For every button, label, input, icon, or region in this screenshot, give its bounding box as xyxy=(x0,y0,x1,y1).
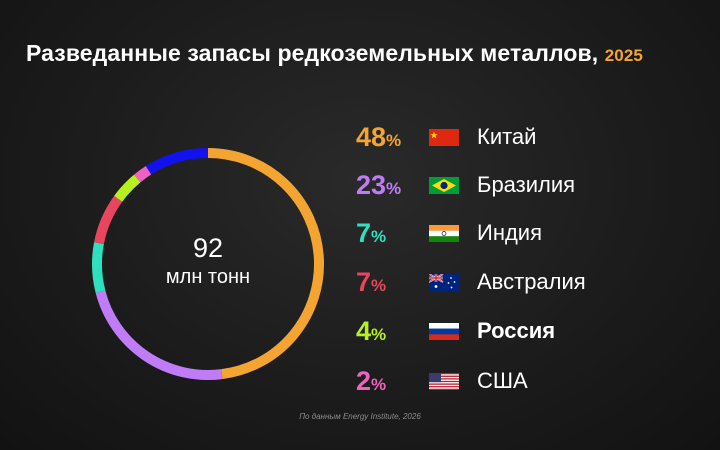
legend-country: Китай xyxy=(477,124,537,149)
legend-country: Бразилия xyxy=(477,172,576,197)
india-flag-icon xyxy=(429,225,459,242)
legend-percent: 7% xyxy=(356,267,387,297)
donut-segment-6 xyxy=(145,148,209,175)
legend-percent: 2% xyxy=(356,366,387,396)
legend-percent: 48% xyxy=(356,122,402,152)
legend-item-india: 7% Индия xyxy=(356,214,656,254)
chart-title: Разведанные запасы редкоземельных металл… xyxy=(26,38,666,71)
legend-item-brazil: 23% Бразилия xyxy=(356,166,656,206)
legend-percent: 4% xyxy=(356,316,387,346)
brazil-flag-icon xyxy=(429,177,459,194)
legend-item-usa: 2% США xyxy=(356,362,656,402)
australia-flag-icon xyxy=(429,274,459,291)
legend-country: Австралия xyxy=(477,269,586,294)
donut-segment-4 xyxy=(114,174,141,202)
donut-segment-2 xyxy=(92,242,106,293)
russia-flag-icon xyxy=(429,323,459,340)
chart-title-text: Разведанные запасы редкоземельных металл… xyxy=(26,40,599,66)
usa-flag-icon xyxy=(429,373,459,390)
donut-segment-1 xyxy=(95,290,223,380)
donut-segment-5 xyxy=(134,166,152,183)
donut-chart xyxy=(92,148,324,380)
legend-percent: 23% xyxy=(356,170,402,200)
source-note: По данным Energy Institute, 2026 xyxy=(299,412,421,421)
legend-item-china: 48% Китай xyxy=(356,118,656,158)
legend-item-australia: 7% Австралия xyxy=(356,263,656,303)
china-flag-icon xyxy=(429,129,459,146)
donut-center-unit: млн тонн xyxy=(165,266,251,288)
donut-center-value: 92 xyxy=(192,233,224,263)
chart-title-year: 2025 xyxy=(604,46,643,65)
legend-country: Индия xyxy=(477,220,543,245)
donut-segment-0 xyxy=(207,148,324,380)
legend-country: США xyxy=(477,368,528,393)
legend-country: Россия xyxy=(477,318,556,343)
donut-segment-3 xyxy=(94,195,123,245)
legend-item-russia: 4% Россия xyxy=(356,312,656,352)
legend-percent: 7% xyxy=(356,218,387,248)
